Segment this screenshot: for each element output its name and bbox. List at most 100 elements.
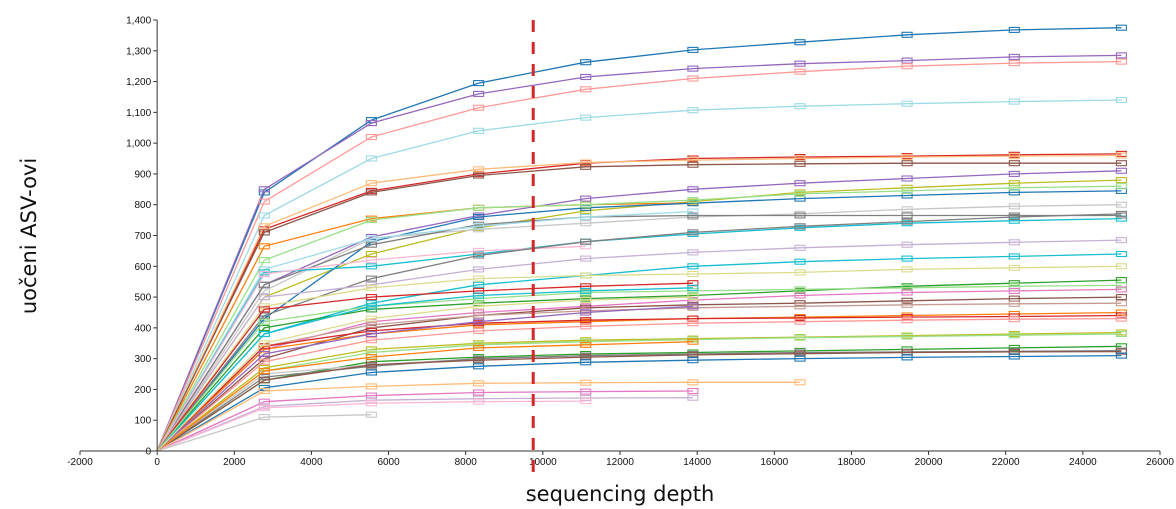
series-point <box>580 398 592 405</box>
series-point <box>1008 264 1020 271</box>
series-point <box>365 303 377 310</box>
series-point <box>687 46 699 53</box>
series-point <box>580 309 592 316</box>
y-tick-label: 500 <box>134 293 151 304</box>
series-point <box>258 229 270 236</box>
series-point <box>258 257 270 264</box>
series-line <box>156 397 693 452</box>
y-tick-label: 1,300 <box>126 46 151 57</box>
series-point <box>1008 60 1020 67</box>
y-tick-label: 1,100 <box>126 108 151 119</box>
series-point <box>1115 58 1127 65</box>
series-point <box>1008 26 1020 33</box>
series-28 <box>156 309 1127 452</box>
x-tick-label: 2000 <box>223 457 246 468</box>
series-point <box>258 281 270 288</box>
series-point <box>580 255 592 262</box>
series-point <box>580 359 592 366</box>
x-tick-label: 16000 <box>760 457 788 468</box>
series-point <box>794 223 806 230</box>
series-point <box>580 272 592 279</box>
series-7 <box>156 160 1127 452</box>
series-point <box>1008 316 1020 323</box>
series-point <box>580 317 592 324</box>
series-point <box>473 292 485 299</box>
series-point <box>365 217 377 224</box>
series-point <box>258 198 270 205</box>
series-point <box>473 252 485 259</box>
series-point <box>687 197 699 204</box>
series-45 <box>156 303 699 452</box>
y-axis-title: uočeni ASV-ovi <box>17 158 41 314</box>
series-point <box>365 133 377 141</box>
series-point <box>365 189 377 196</box>
series-point <box>687 379 699 386</box>
series-19 <box>156 210 1127 452</box>
series-point <box>1115 237 1127 244</box>
series-point <box>580 213 592 221</box>
series-30 <box>156 315 1127 452</box>
series-24 <box>156 282 1127 452</box>
series-point <box>580 201 592 208</box>
series-point <box>687 284 699 291</box>
series-point <box>794 180 806 187</box>
series-point <box>473 312 485 319</box>
series-line <box>156 305 693 452</box>
series-38 <box>156 379 806 452</box>
series-line <box>156 400 586 452</box>
series-line <box>156 317 1122 452</box>
series-point <box>258 404 270 411</box>
series-point <box>794 60 806 67</box>
series-point <box>258 270 270 278</box>
y-tick-label: 100 <box>134 416 151 427</box>
series-point <box>365 294 377 301</box>
series-point <box>794 334 806 341</box>
series-point <box>687 357 699 364</box>
series-point <box>580 73 592 81</box>
series-point <box>687 229 699 236</box>
x-tick-label: 18000 <box>838 457 866 468</box>
series-point <box>473 166 485 173</box>
series-point <box>473 266 485 273</box>
series-point <box>1115 286 1127 293</box>
series-point <box>1115 201 1127 208</box>
series-line <box>156 350 1122 452</box>
x-tick-label: 10000 <box>529 457 557 468</box>
series-line <box>156 390 693 452</box>
series-point <box>687 249 699 256</box>
y-tick-label: 1,400 <box>126 16 151 27</box>
series-point <box>901 333 913 340</box>
series-point <box>365 369 377 376</box>
series-point <box>580 297 592 304</box>
series-point <box>258 358 270 365</box>
series-point <box>473 275 485 282</box>
series-point <box>258 287 270 294</box>
series-point <box>365 337 377 344</box>
series-point <box>580 195 592 202</box>
series-25 <box>156 286 1127 452</box>
series-point <box>687 161 699 168</box>
series-44 <box>156 338 699 452</box>
x-tick-label: 4000 <box>300 457 323 468</box>
series-point <box>794 258 806 265</box>
series-point <box>580 379 592 386</box>
series-3 <box>156 58 1127 452</box>
series-point <box>1115 294 1127 301</box>
series-point <box>258 367 270 375</box>
series-line <box>156 245 586 452</box>
series-line <box>156 314 1122 452</box>
series-point <box>794 103 806 110</box>
y-tick-label: 900 <box>134 169 151 180</box>
series-line <box>156 311 1122 452</box>
series-point <box>1115 24 1127 31</box>
series-12 <box>156 183 1127 452</box>
series-line <box>156 54 1122 452</box>
y-tick-label: 300 <box>134 354 151 365</box>
series-point <box>473 318 485 325</box>
series-point <box>473 213 485 221</box>
series-point <box>901 255 913 262</box>
series-point <box>901 289 913 296</box>
series-point <box>580 220 592 227</box>
series-point <box>687 338 699 345</box>
